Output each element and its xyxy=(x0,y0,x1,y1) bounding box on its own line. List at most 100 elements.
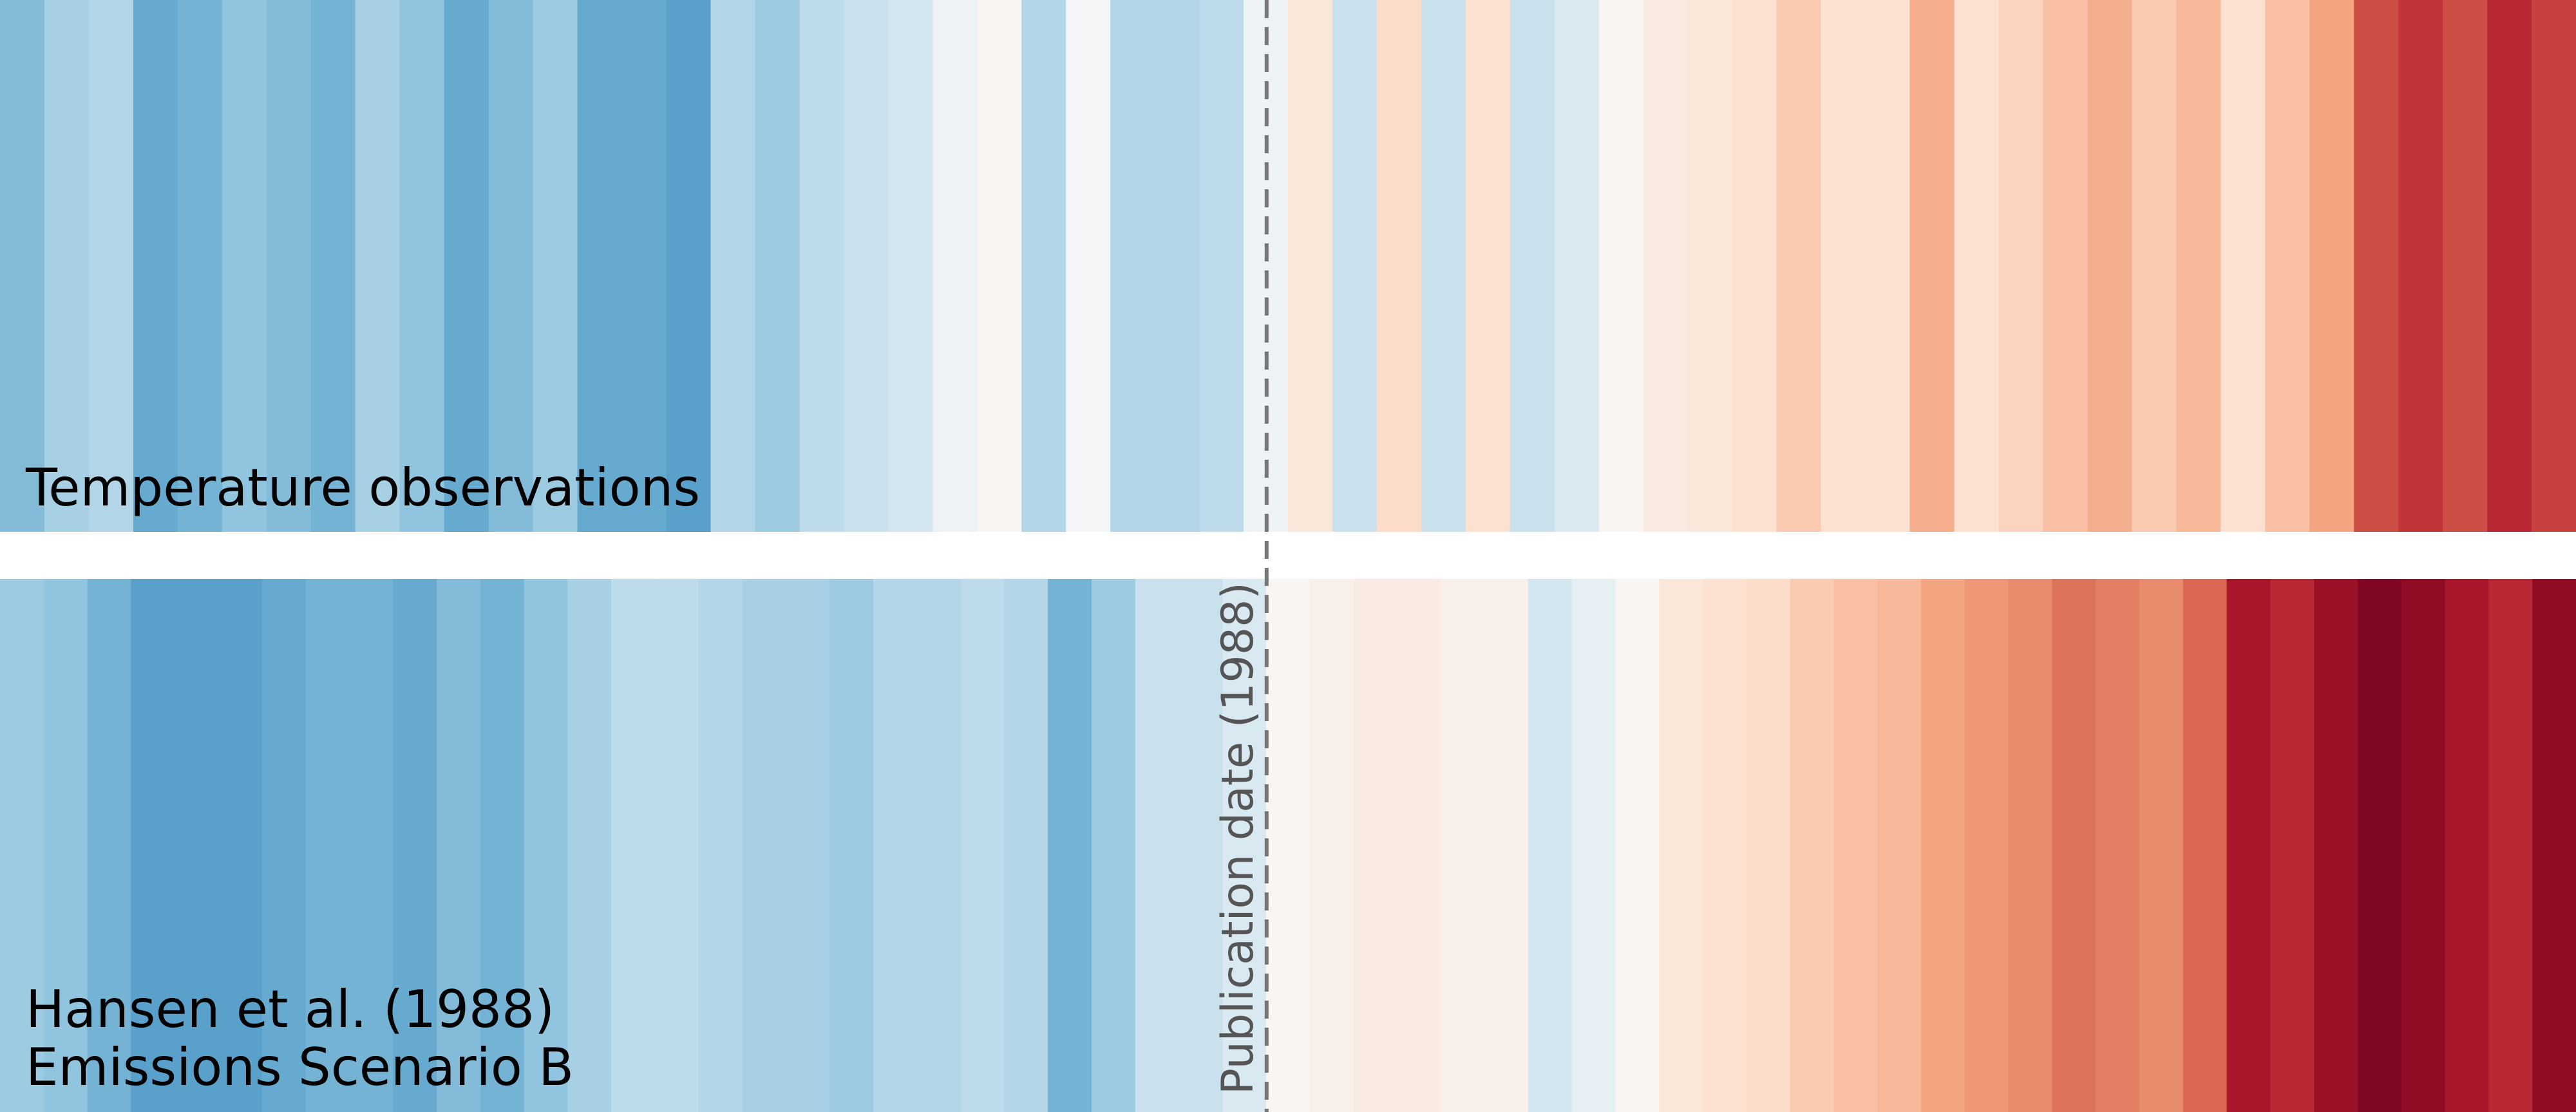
observations-stripes xyxy=(0,0,2576,532)
observation-stripe xyxy=(1332,0,1378,532)
observation-stripe xyxy=(2532,0,2576,532)
model-stripe xyxy=(1615,579,1660,1112)
observation-stripe xyxy=(933,0,978,532)
observation-stripe xyxy=(133,0,178,532)
model-stripe xyxy=(2532,579,2576,1112)
model-stripe xyxy=(2096,579,2140,1112)
model-stripe xyxy=(1484,579,1529,1112)
model-stripe xyxy=(2488,579,2533,1112)
model-stripe xyxy=(2314,579,2358,1112)
model-stripe xyxy=(742,579,787,1112)
observation-stripe xyxy=(2132,0,2177,532)
model-stripe xyxy=(698,579,743,1112)
model-stripe xyxy=(1397,579,1442,1112)
model-stripe xyxy=(87,579,132,1112)
model-stripe xyxy=(567,579,612,1112)
panel-label-model-line2: Emissions Scenario B xyxy=(26,1037,574,1097)
observation-stripe xyxy=(1687,0,1733,532)
model-stripe xyxy=(305,579,350,1112)
observation-stripe xyxy=(1288,0,1333,532)
model-stripe xyxy=(2008,579,2053,1112)
model-stripes xyxy=(0,579,2576,1112)
model-stripe xyxy=(611,579,656,1112)
observation-stripe xyxy=(2087,0,2133,532)
observation-stripe xyxy=(1465,0,1511,532)
observation-stripe xyxy=(222,0,267,532)
observation-stripe xyxy=(2221,0,2266,532)
observation-stripe xyxy=(310,0,356,532)
model-stripe xyxy=(218,579,263,1112)
observation-stripe xyxy=(1865,0,1911,532)
observation-stripe xyxy=(1643,0,1689,532)
observation-stripe xyxy=(2487,0,2532,532)
model-stripe xyxy=(916,579,961,1112)
model-stripe xyxy=(2139,579,2184,1112)
model-stripe xyxy=(1746,579,1791,1112)
observation-stripe xyxy=(1909,0,1955,532)
publication-date-label: Publication date (1988) xyxy=(1213,582,1264,1095)
observation-stripe xyxy=(1554,0,1600,532)
model-stripe xyxy=(2401,579,2446,1112)
observation-stripe xyxy=(2265,0,2311,532)
model-stripe xyxy=(43,579,88,1112)
model-stripe xyxy=(480,579,525,1112)
observation-stripe xyxy=(799,0,845,532)
model-stripe xyxy=(1441,579,1485,1112)
observation-stripe xyxy=(1421,0,1466,532)
model-stripe xyxy=(1091,579,1136,1112)
model-stripe xyxy=(1790,579,1835,1112)
observation-stripe xyxy=(577,0,623,532)
observation-stripe xyxy=(2043,0,2088,532)
model-stripe xyxy=(829,579,874,1112)
model-stripe xyxy=(654,579,699,1112)
observation-stripe xyxy=(444,0,489,532)
model-stripe xyxy=(2052,579,2097,1112)
model-stripe xyxy=(1222,579,1267,1112)
observation-stripe xyxy=(666,0,712,532)
observation-stripe xyxy=(2443,0,2488,532)
observation-stripe xyxy=(1510,0,1555,532)
observation-stripe xyxy=(1776,0,1822,532)
model-stripe xyxy=(1921,579,1965,1112)
model-stripe xyxy=(1571,579,1616,1112)
observation-stripe xyxy=(44,0,90,532)
panel-label-model-line1: Hansen et al. (1988) xyxy=(26,979,554,1039)
observation-stripe xyxy=(355,0,401,532)
model-stripe xyxy=(524,579,569,1112)
model-stripe xyxy=(261,579,307,1112)
observation-stripe xyxy=(1998,0,2044,532)
model-stripe xyxy=(960,579,1005,1112)
model-stripe xyxy=(1528,579,1573,1112)
observation-stripe xyxy=(710,0,756,532)
model-stripe xyxy=(1964,579,2009,1112)
model-stripe xyxy=(1353,579,1398,1112)
model-stripe xyxy=(1179,579,1224,1112)
model-stripe xyxy=(2445,579,2490,1112)
observation-stripe xyxy=(88,0,134,532)
model-stripe xyxy=(1877,579,1922,1112)
model-stripe xyxy=(131,579,175,1112)
observation-stripe xyxy=(621,0,667,532)
model-stripe xyxy=(786,579,830,1112)
panel-label-observations: Temperature observations xyxy=(25,458,700,518)
model-stripe xyxy=(349,579,393,1112)
model-stripe xyxy=(1048,579,1092,1112)
observation-stripe xyxy=(1244,0,1289,532)
observation-stripe xyxy=(888,0,934,532)
model-stripe xyxy=(0,579,44,1112)
model-stripe xyxy=(1266,579,1311,1112)
observation-stripe xyxy=(0,0,45,532)
observation-stripe xyxy=(977,0,1023,532)
model-stripe xyxy=(2270,579,2315,1112)
model-stripe xyxy=(1004,579,1048,1112)
model-stripe xyxy=(1659,579,1703,1112)
observation-stripe xyxy=(1732,0,1777,532)
model-stripe xyxy=(2226,579,2271,1112)
model-stripe xyxy=(1135,579,1180,1112)
model-stripe xyxy=(873,579,918,1112)
observation-stripe xyxy=(177,0,223,532)
observation-stripe xyxy=(844,0,889,532)
observation-stripe xyxy=(2309,0,2354,532)
observation-stripe xyxy=(1155,0,1200,532)
model-stripe xyxy=(1309,579,1354,1112)
